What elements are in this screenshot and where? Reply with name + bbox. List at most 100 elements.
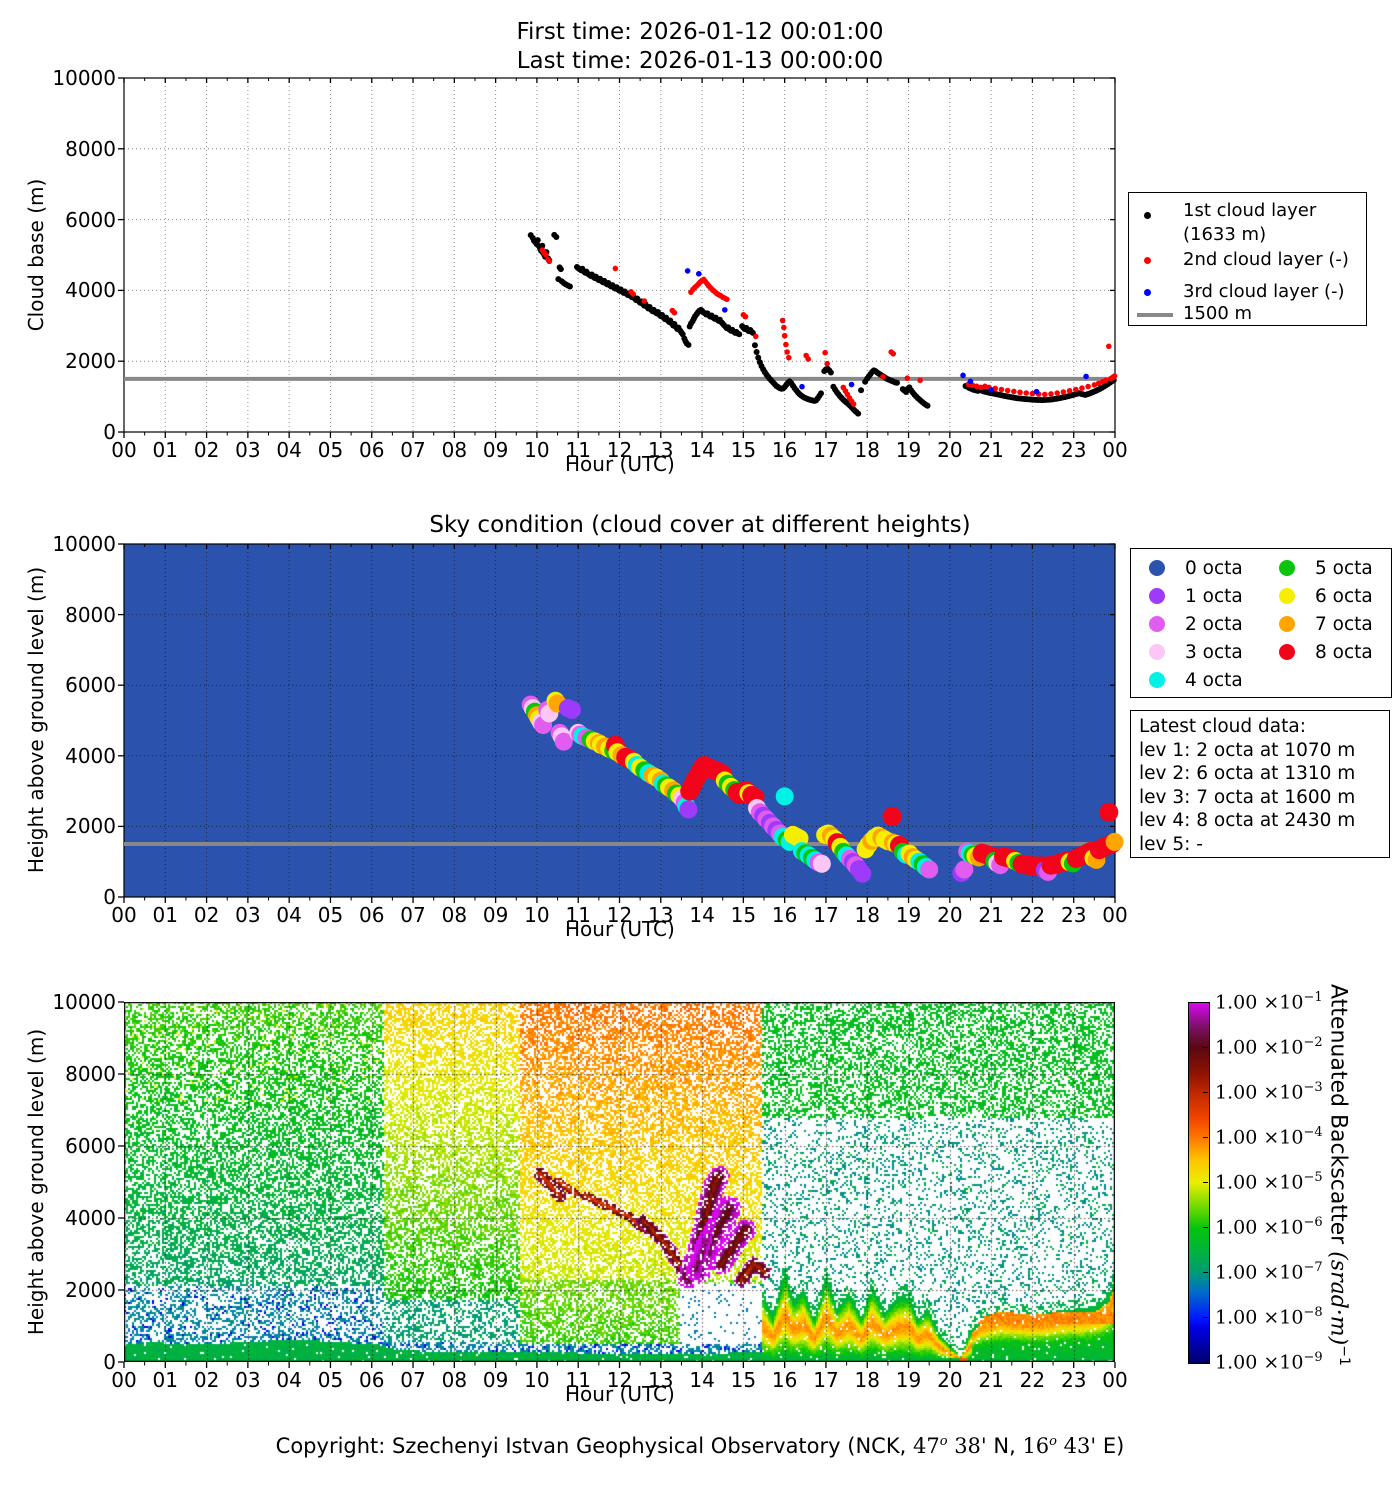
first-layer-point	[924, 402, 931, 409]
x-tick-label: 05	[317, 903, 344, 927]
octa-point	[955, 860, 974, 879]
y-tick-label: 6000	[65, 673, 116, 698]
x-tick-label: 04	[276, 438, 302, 462]
x-tick-label: 11	[565, 438, 591, 462]
first-layer-point	[539, 242, 546, 249]
y-tick-label: 8000	[65, 1062, 116, 1086]
x-tick-label: 09	[482, 903, 509, 927]
lat-deg: 47	[912, 1434, 940, 1458]
second-layer-point	[998, 386, 1005, 393]
second-layer-point	[781, 324, 787, 331]
first-layer-point	[553, 233, 560, 240]
x-tick-label: 10	[524, 438, 550, 462]
backscatter-label-main: Attenuated Backscatter	[1325, 984, 1351, 1252]
second-layer-point	[752, 333, 759, 340]
x-tick-label: 09	[482, 438, 509, 462]
x-tick-label: 12	[606, 903, 633, 927]
x-tick-label: 01	[152, 438, 178, 462]
x-tick-label: 20	[937, 903, 963, 927]
octa-legend-item: 4 octa	[1185, 670, 1243, 691]
legend-refline: 1500 m	[1183, 303, 1253, 324]
y-tick-label: 4000	[65, 743, 116, 768]
second-layer-point	[1085, 383, 1091, 390]
second-layer-point	[1048, 391, 1054, 397]
sky-condition-title: Sky condition (cloud cover at different …	[429, 512, 971, 538]
second-layer-point	[784, 349, 790, 355]
hour-axis-label-3: Hour (UTC)	[565, 1382, 675, 1406]
colorbar-tick	[1203, 1316, 1208, 1318]
octa-point	[1105, 832, 1124, 851]
second-layer-point	[1023, 390, 1030, 396]
second-layer-point	[1017, 389, 1023, 396]
lat-min: 38'	[947, 1434, 994, 1458]
x-tick-label: 23	[1060, 903, 1087, 927]
x-tick-label: 01	[152, 903, 178, 927]
octa-legend: 0 octa 1 octa 2 octa 3 octa 4 octa 5 octa 6 oc…	[1130, 548, 1392, 698]
latest-cloud-data-line: lev 4: 8 octa at 2430 m	[1139, 810, 1356, 831]
x-tick-label: 14	[689, 1368, 715, 1392]
colorbar-tick	[1203, 1091, 1208, 1093]
x-tick-label: 13	[648, 438, 674, 462]
latest-cloud-data-box: Latest cloud data: lev 1: 2 octa at 1070…	[1130, 710, 1390, 858]
third-layer-point	[721, 307, 728, 313]
y-tick-label: 8000	[65, 136, 116, 161]
second-layer-point	[742, 313, 749, 320]
colorbar-tick-label: 1.00 ×10−8	[1215, 1305, 1323, 1329]
octa-point	[882, 807, 902, 827]
x-tick-label: 06	[359, 903, 385, 927]
second-layer-point	[546, 258, 553, 265]
x-tick-label: 12	[606, 1368, 633, 1392]
second-layer-point	[1111, 373, 1118, 379]
x-tick-label: 19	[895, 1368, 922, 1392]
colorbar-tick-label: 1.00 ×10−4	[1215, 1125, 1323, 1149]
x-tick-label: 23	[1060, 438, 1087, 462]
x-tick-label: 21	[978, 438, 1004, 462]
colorbar-tick	[1203, 1046, 1208, 1048]
octa-color-swatch	[1149, 672, 1165, 688]
second-layer-point	[1072, 386, 1079, 393]
octa-legend-item: 5 octa	[1315, 558, 1373, 579]
second-layer-point	[880, 373, 886, 380]
copyright-text: Copyright: Szechenyi Istvan Geophysical …	[275, 1434, 913, 1458]
first-layer-point	[566, 283, 573, 290]
y-tick-label: 8000	[65, 602, 116, 627]
octa-color-swatch	[1149, 588, 1165, 604]
second-layer-point	[890, 350, 897, 357]
octa-color-swatch	[1279, 616, 1295, 632]
third-layer-point	[684, 268, 691, 274]
x-tick-label: 20	[937, 438, 963, 462]
octa-color-swatch	[1149, 560, 1165, 576]
octa-legend-item: 3 octa	[1185, 642, 1243, 663]
second-layer-point	[1054, 390, 1060, 396]
first-layer-marker-icon	[1144, 212, 1151, 219]
y-tick-label: 4000	[65, 278, 116, 303]
third-layer-marker-icon	[1144, 289, 1151, 296]
octa-color-swatch	[1279, 588, 1295, 604]
x-tick-label: 00	[111, 1368, 137, 1392]
first-time-title: First time: 2026-01-12 00:01:00	[516, 19, 884, 45]
second-layer-point	[904, 375, 911, 381]
third-layer-point	[967, 378, 974, 385]
octa-legend-item: 7 octa	[1315, 614, 1373, 635]
second-layer-point	[783, 341, 789, 348]
deg-symbol-2: o	[1049, 1434, 1057, 1449]
x-tick-label: 06	[359, 1368, 385, 1392]
y-tick-label: 2000	[65, 1278, 116, 1302]
second-layer-point	[724, 296, 730, 303]
second-layer-point	[1060, 389, 1067, 395]
x-tick-label: 07	[400, 903, 426, 927]
x-tick-label: 19	[895, 438, 922, 462]
x-tick-label: 03	[235, 1368, 261, 1392]
colorbar-tick	[1203, 1271, 1208, 1273]
octa-color-swatch	[1149, 644, 1165, 660]
latest-cloud-data-line: lev 3: 7 octa at 1600 m	[1139, 786, 1356, 808]
second-layer-point	[612, 265, 619, 272]
x-tick-label: 10	[524, 903, 550, 927]
second-layer-point	[543, 251, 549, 258]
colorbar-tick-label: 1.00 ×10−2	[1215, 1035, 1323, 1059]
x-tick-label: 05	[317, 1368, 344, 1392]
octa-point	[563, 700, 582, 719]
second-layer-point	[822, 349, 828, 356]
colorbar-tick	[1203, 1181, 1208, 1183]
